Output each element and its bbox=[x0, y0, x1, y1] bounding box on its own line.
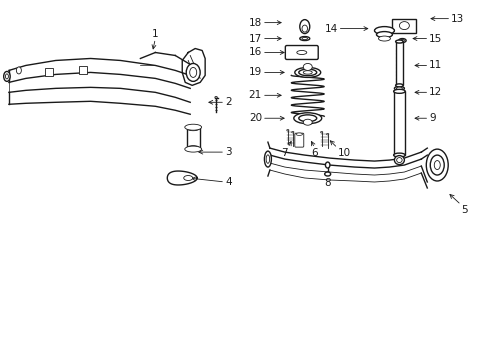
Text: 2: 2 bbox=[224, 97, 231, 107]
Text: 1: 1 bbox=[152, 28, 158, 39]
Ellipse shape bbox=[433, 161, 439, 170]
Text: 9: 9 bbox=[428, 113, 435, 123]
Ellipse shape bbox=[298, 69, 316, 76]
Ellipse shape bbox=[214, 96, 217, 98]
Text: 12: 12 bbox=[428, 87, 442, 97]
Ellipse shape bbox=[293, 113, 321, 124]
Text: 14: 14 bbox=[324, 24, 337, 33]
Ellipse shape bbox=[296, 50, 306, 54]
Text: 16: 16 bbox=[248, 48, 262, 58]
Text: 20: 20 bbox=[248, 113, 262, 123]
Text: 19: 19 bbox=[248, 67, 262, 77]
Ellipse shape bbox=[303, 119, 312, 125]
Ellipse shape bbox=[184, 124, 201, 130]
Ellipse shape bbox=[378, 36, 389, 41]
Ellipse shape bbox=[394, 156, 404, 165]
Ellipse shape bbox=[294, 67, 320, 77]
Text: 4: 4 bbox=[224, 177, 231, 187]
Ellipse shape bbox=[399, 22, 408, 30]
Ellipse shape bbox=[186, 146, 199, 150]
Ellipse shape bbox=[303, 71, 312, 74]
Ellipse shape bbox=[303, 63, 312, 71]
FancyBboxPatch shape bbox=[79, 67, 86, 75]
Text: 8: 8 bbox=[324, 178, 330, 188]
Text: 17: 17 bbox=[248, 33, 262, 44]
Ellipse shape bbox=[4, 71, 10, 81]
Ellipse shape bbox=[183, 176, 192, 180]
Ellipse shape bbox=[184, 146, 201, 152]
Ellipse shape bbox=[398, 39, 406, 42]
Ellipse shape bbox=[396, 158, 401, 163]
Text: 13: 13 bbox=[450, 14, 464, 24]
Ellipse shape bbox=[429, 155, 443, 175]
Text: 6: 6 bbox=[311, 148, 317, 158]
Bar bbox=[393, 91, 405, 155]
Ellipse shape bbox=[302, 25, 307, 32]
Text: 21: 21 bbox=[248, 90, 262, 100]
Ellipse shape bbox=[395, 40, 403, 43]
Ellipse shape bbox=[393, 153, 405, 157]
Ellipse shape bbox=[320, 131, 322, 133]
FancyBboxPatch shape bbox=[294, 133, 303, 147]
Ellipse shape bbox=[324, 172, 330, 176]
Text: 3: 3 bbox=[224, 147, 231, 157]
Ellipse shape bbox=[374, 27, 394, 35]
Ellipse shape bbox=[376, 32, 392, 37]
FancyBboxPatch shape bbox=[45, 68, 53, 76]
Ellipse shape bbox=[400, 40, 404, 42]
Bar bbox=[395, 41, 403, 85]
Ellipse shape bbox=[302, 37, 307, 40]
Ellipse shape bbox=[186, 63, 200, 81]
Ellipse shape bbox=[186, 126, 199, 131]
Text: 5: 5 bbox=[460, 205, 467, 215]
Ellipse shape bbox=[325, 162, 329, 168]
Text: 10: 10 bbox=[337, 148, 350, 158]
Ellipse shape bbox=[299, 37, 309, 41]
FancyBboxPatch shape bbox=[285, 45, 318, 59]
Text: 7: 7 bbox=[281, 148, 287, 158]
Ellipse shape bbox=[393, 89, 405, 93]
Ellipse shape bbox=[426, 149, 447, 181]
Ellipse shape bbox=[264, 151, 271, 167]
Ellipse shape bbox=[291, 131, 293, 133]
Ellipse shape bbox=[5, 74, 8, 79]
Ellipse shape bbox=[189, 67, 196, 77]
Ellipse shape bbox=[396, 87, 402, 90]
Ellipse shape bbox=[17, 67, 21, 74]
Ellipse shape bbox=[298, 115, 316, 122]
Text: 15: 15 bbox=[428, 33, 442, 44]
Ellipse shape bbox=[265, 155, 269, 163]
Bar bbox=[186, 128, 199, 148]
Ellipse shape bbox=[394, 86, 404, 90]
Text: 18: 18 bbox=[248, 18, 262, 28]
Ellipse shape bbox=[299, 20, 309, 33]
Bar bbox=[392, 19, 415, 32]
Ellipse shape bbox=[395, 84, 403, 87]
Ellipse shape bbox=[326, 134, 328, 135]
Text: 11: 11 bbox=[428, 60, 442, 71]
Ellipse shape bbox=[295, 133, 302, 135]
Ellipse shape bbox=[286, 130, 288, 131]
